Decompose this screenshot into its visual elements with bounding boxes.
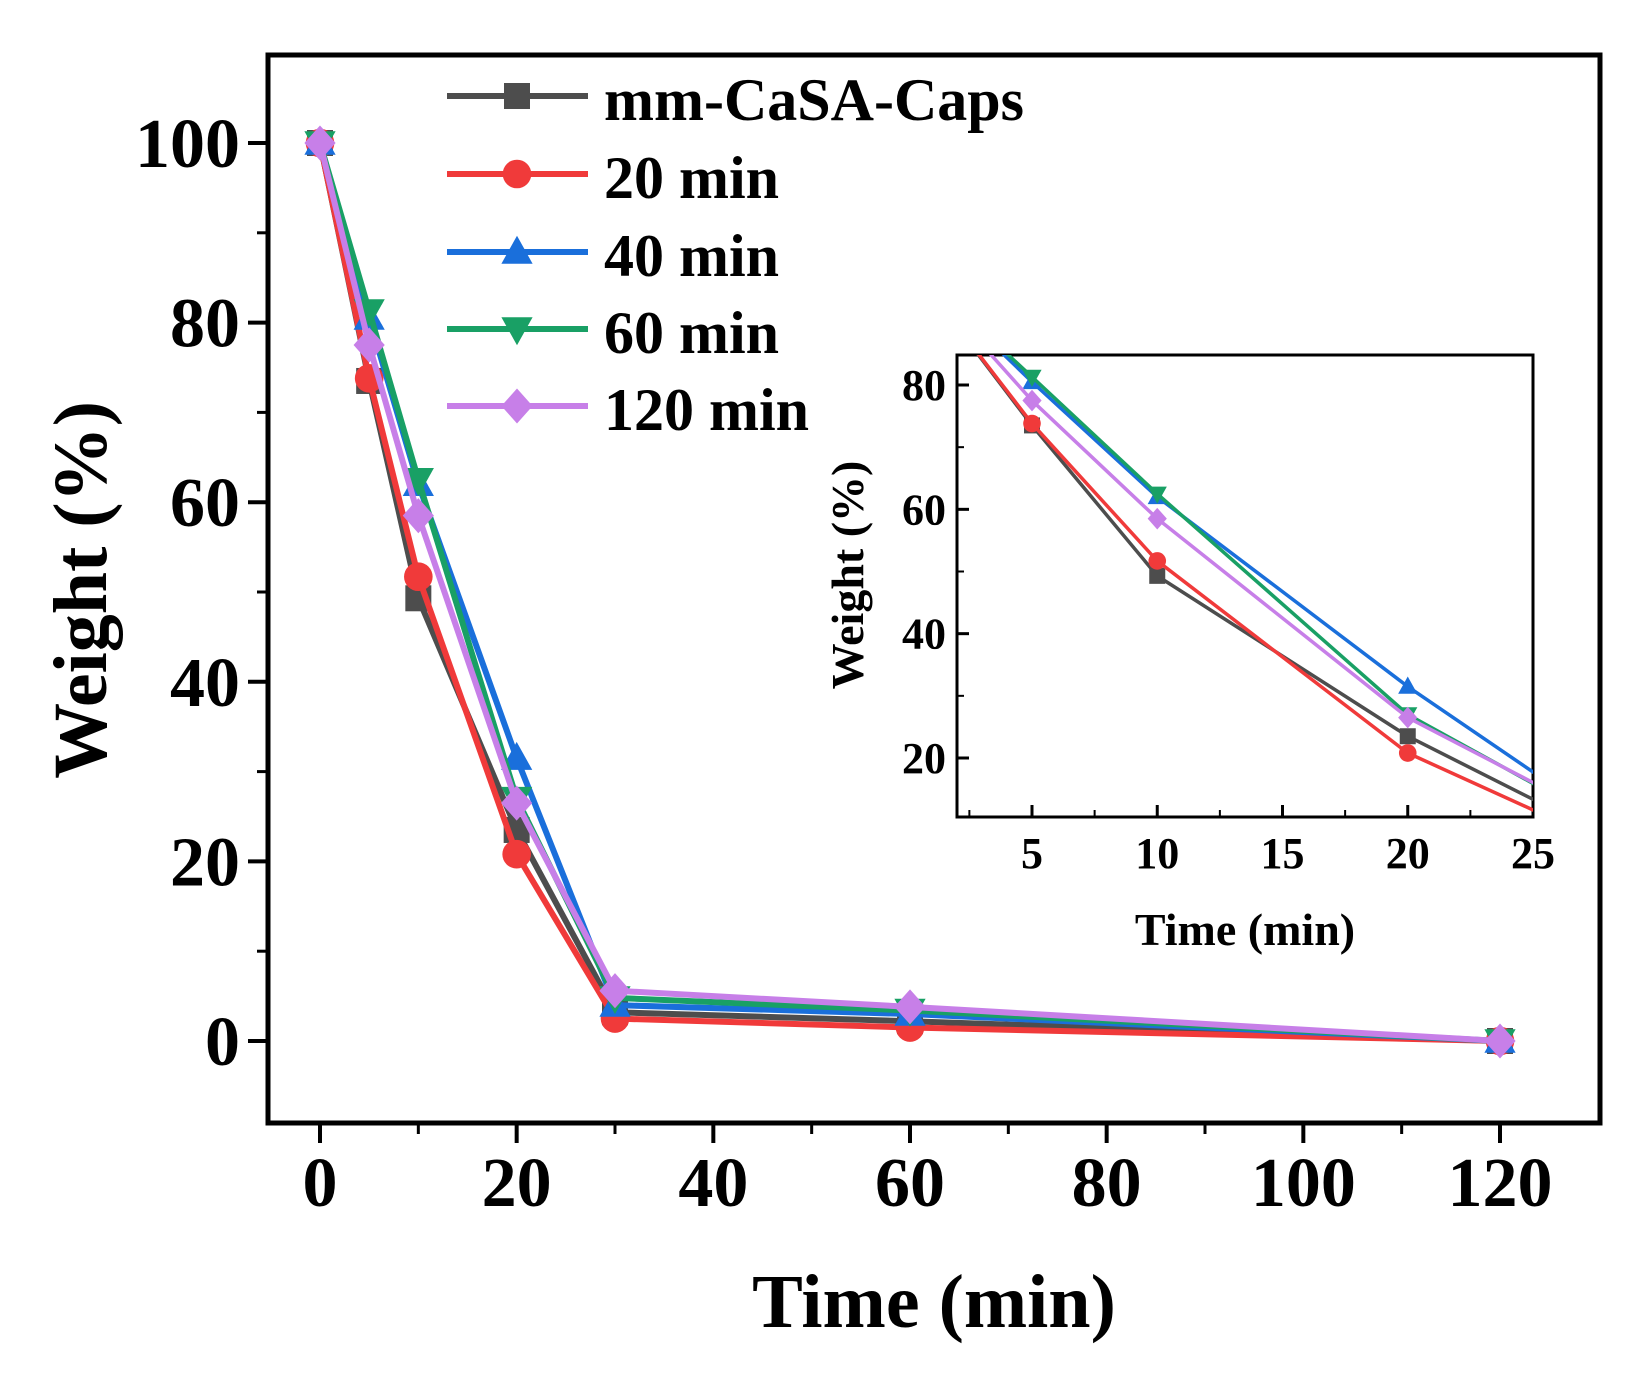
- inset-data-point-4-1: [1022, 389, 1042, 412]
- y-axis-title: Weight (%): [39, 401, 123, 779]
- y-tick-label: 40: [170, 645, 240, 722]
- inset-data-point-0-3: [1399, 728, 1416, 745]
- y-tick-label: 0: [205, 1004, 240, 1081]
- inset-x-axis-title: Time (min): [1135, 904, 1355, 955]
- inset-y-tick-label: 80: [902, 361, 946, 410]
- legend-label-3: 60 min: [604, 300, 779, 366]
- main-series-group: [304, 125, 1516, 1059]
- inset-x-tick-label: 20: [1386, 829, 1430, 878]
- data-point-1-2: [404, 562, 433, 592]
- inset-frame: [955, 353, 1535, 819]
- main-plot: 0 20 40 60 80 100 120 0 20 40 60 80 100 Time (min) Wei…: [39, 52, 1603, 1344]
- legend: mm-CaSA-Caps 20 min 40 min 60 min 120 min: [447, 67, 1024, 443]
- inset-data-point-1-3: [1398, 744, 1417, 762]
- data-point-4-0: [304, 125, 336, 161]
- inset-data-point-4-3: [1398, 706, 1418, 729]
- x-tick-label: 40: [678, 1145, 748, 1222]
- data-point-4-6: [1484, 1023, 1516, 1059]
- legend-marker-0: [504, 83, 530, 109]
- data-point-4-4: [599, 973, 631, 1009]
- data-point-2-3: [501, 741, 533, 770]
- data-point-4-3: [501, 785, 533, 821]
- y-tick-label: 100: [135, 106, 240, 183]
- inset-series-group: [976, 355, 1533, 812]
- x-axis-title: Time (min): [752, 1260, 1116, 1344]
- x-tick-label: 0: [303, 1145, 338, 1222]
- inset-x-tick-label: 15: [1261, 829, 1305, 878]
- main-plot-frame: [265, 52, 1603, 1126]
- inset-data-point-4-2: [1147, 507, 1167, 530]
- x-tick-label: 100: [1251, 1145, 1356, 1222]
- inset-data-point-1-2: [1148, 552, 1167, 570]
- y-tick-label: 60: [170, 465, 240, 542]
- inset-y-tick-label: 60: [902, 485, 946, 534]
- legend-marker-3: [501, 317, 533, 346]
- x-tick-label: 20: [482, 1145, 552, 1222]
- inset-data-point-3-1: [1022, 369, 1042, 387]
- legend-label-1: 20 min: [604, 145, 779, 211]
- legend-marker-1: [502, 159, 532, 189]
- inset-x-tick-label: 25: [1511, 829, 1555, 878]
- inset-x-tick-label: 5: [1021, 829, 1043, 878]
- legend-label-2: 40 min: [604, 223, 779, 289]
- inset-y-tick-label: 40: [902, 610, 946, 659]
- y-tick-label: 80: [170, 286, 240, 363]
- inset-y-axis-title: Weight (%): [822, 461, 873, 690]
- inset-y-tick-label: 20: [902, 734, 946, 783]
- inset-data-point-1-1: [1023, 414, 1041, 433]
- legend-label-0: mm-CaSA-Caps: [604, 67, 1024, 133]
- y-tick-label: 20: [170, 824, 240, 901]
- data-point-3-2: [402, 468, 434, 496]
- data-point-4-2: [402, 498, 434, 534]
- legend-marker-4: [501, 388, 533, 424]
- x-tick-label: 80: [1072, 1145, 1142, 1222]
- inset-x-tick-label: 10: [1135, 829, 1179, 878]
- inset-plot: 5 10 15 20 25 20 40 60 80 Time (min) Weight (%): [822, 353, 1555, 955]
- inset-data-point-2-3: [1398, 676, 1418, 694]
- x-tick-label: 120: [1448, 1145, 1553, 1222]
- data-point-1-3: [502, 839, 531, 869]
- x-tick-label: 60: [875, 1145, 945, 1222]
- data-point-4-1: [353, 327, 385, 363]
- inset-data-point-3-2: [1147, 486, 1167, 504]
- data-point-4-5: [894, 989, 926, 1025]
- legend-label-4: 120 min: [604, 377, 809, 443]
- inset-data-point-0-2: [1149, 567, 1166, 584]
- legend-marker-2: [501, 235, 533, 264]
